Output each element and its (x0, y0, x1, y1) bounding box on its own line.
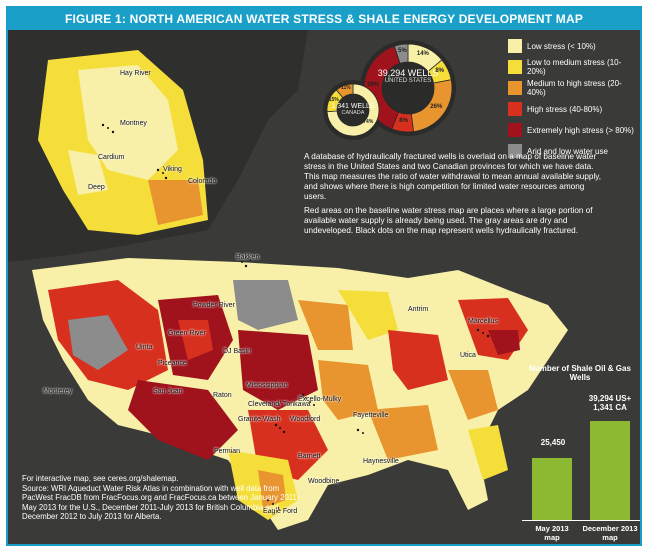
legend-label: Arid and low water use (527, 146, 608, 156)
bar-value-label-dec: 39,294 US+ 1,341 CA (580, 394, 640, 412)
us-donut-slice (393, 43, 409, 64)
legend-label: Extremely high stress (> 80%) (527, 125, 634, 135)
label-cleveland-tonkawa: Cleveland/ Tonkawa (248, 401, 311, 408)
us-donut-percent-label: 8% (399, 117, 408, 124)
legend-swatch (508, 102, 522, 116)
ca-donut-slice (335, 83, 354, 99)
label-granite-wash: Granite Wash (238, 416, 281, 423)
water-stress-map (8, 30, 640, 544)
map-frame: FIGURE 1: NORTH AMERICAN WATER STRESS & … (6, 6, 642, 546)
label-montney: Montney (120, 120, 147, 127)
page-title: FIGURE 1: NORTH AMERICAN WATER STRESS & … (8, 8, 640, 30)
label-bakken: Bakken (236, 254, 260, 261)
legend-swatch (508, 123, 522, 137)
legend-swatch (508, 60, 522, 74)
map-description: A database of hydraulically fractured we… (304, 152, 604, 240)
label-haynesville: Haynesville (363, 458, 399, 465)
label-uinta: Uinta (136, 344, 153, 351)
label-barnett: Barnett (298, 453, 321, 460)
label-monterey: Monterey (43, 388, 73, 395)
label-san-juan: San Juan (153, 388, 183, 395)
label-duvernay: Deep (88, 184, 105, 191)
legend-item: High stress (40-80%) (508, 101, 638, 117)
ca-donut-percent-label: 74% (363, 119, 374, 126)
label-excello-mulky: Excello-Mulky (298, 396, 342, 403)
bar-december-2013 (590, 420, 630, 520)
wells-bar-chart: Number of Shale Oil & Gas Wells 25,450 3… (518, 360, 640, 544)
legend: Low stress (< 10%) Low to medium stress (… (508, 38, 638, 164)
description-paragraph-1: A database of hydraulically fractured we… (304, 152, 602, 201)
us-donut-region: UNITED STATES (384, 78, 432, 84)
figure-label: FIGURE 1: (64, 12, 127, 26)
bar-value-label-may: 25,450 (540, 438, 566, 447)
label-cardium: Cardium (98, 154, 125, 161)
label-dj-basin: DJ Basin (223, 348, 252, 355)
us-donut-count: 39,294 WELLS (377, 68, 439, 78)
label-raton: Raton (213, 392, 232, 399)
bar-value-dec-us: 39,294 US+ (588, 394, 632, 403)
bar-may-2013 (532, 457, 572, 520)
label-permian: Permian (214, 448, 241, 455)
us-donut-center: 39,294 WELLS UNITED STATES (364, 68, 452, 84)
us-donut-percent-label: 39% (367, 81, 380, 88)
ca-donut-region: CANADA (341, 110, 365, 116)
bar-category-dec-line1: December 2013 (582, 524, 638, 533)
legend-swatch (508, 144, 522, 158)
canada-wells-donut (326, 83, 380, 137)
label-hay-river: Hay River (120, 70, 151, 77)
label-marcellus: Marcellus (468, 318, 498, 325)
legend-item: Low stress (< 10%) (508, 38, 638, 54)
label-fayetteville: Fayetteville (353, 412, 389, 419)
bar-chart-title: Number of Shale Oil & Gas Wells (529, 364, 631, 382)
ca-donut-center: 1,341 WELLS CANADA (323, 103, 383, 116)
us-donut-percent-label: 8% (435, 68, 444, 75)
label-colorado: Colorado (188, 178, 217, 185)
bar-category-may-line2: map (544, 533, 560, 542)
legend-item: Extremely high stress (> 80%) (508, 122, 638, 138)
legend-item: Low to medium stress (10-20%) (508, 58, 638, 76)
legend-label: Medium to high stress (20-40%) (527, 79, 622, 97)
label-green-river: Green River (168, 330, 206, 337)
bar-value-dec-ca: 1,341 CA (593, 403, 627, 412)
ca-donut-slice (326, 83, 380, 137)
us-donut-percent-label: 26% (430, 103, 443, 110)
description-paragraph-2: Red areas on the baseline water stress m… (304, 206, 593, 235)
well-dots (101, 123, 490, 510)
ca-donut-count: 1,341 WELLS (331, 103, 375, 110)
bar-category-may-line1: May 2013 (535, 524, 569, 533)
bar-category-dec: December 2013 map (578, 524, 640, 542)
us-wells-donut (363, 43, 453, 133)
source-link-line: For interactive map, see ceres.org/shale… (22, 474, 179, 483)
bar-category-dec-line2: map (602, 533, 618, 542)
legend-swatch (508, 39, 522, 53)
label-powder-river: Powder River (193, 302, 236, 309)
legend-swatch (508, 81, 522, 95)
source-note: For interactive map, see ceres.org/shale… (22, 474, 312, 522)
label-viking: Viking (163, 166, 182, 173)
source-citation: Source: WRI Aqueduct Water Risk Atlas in… (22, 483, 300, 522)
legend-label: High stress (40-80%) (527, 104, 603, 114)
figure-title: NORTH AMERICAN WATER STRESS & SHALE ENER… (129, 12, 584, 26)
bar-category-may: May 2013 map (524, 524, 580, 542)
label-eagle-ford: Eagle Ford (263, 508, 298, 515)
label-mississippian: Mississippian (246, 382, 288, 389)
legend-item: Arid and low water use (508, 143, 638, 159)
bar-axis-line (522, 520, 640, 521)
legend-label: Low stress (< 10%) (527, 41, 596, 51)
ca-donut-percent-label: 15% (328, 96, 339, 103)
ca-donut-percent-label: 11% (341, 85, 351, 92)
label-woodbine: Woodbine (308, 478, 340, 485)
label-woodford: Woodford (290, 416, 321, 423)
label-piceance: Piceance (158, 360, 187, 367)
label-utica: Utica (460, 352, 476, 359)
us-donut-percent-label: 5% (398, 48, 407, 55)
legend-label: Low to medium stress (10-20%) (527, 58, 622, 76)
us-donut-percent-label: 14% (416, 51, 429, 58)
label-antrim: Antrim (408, 306, 429, 313)
legend-item: Medium to high stress (20-40%) (508, 79, 638, 97)
